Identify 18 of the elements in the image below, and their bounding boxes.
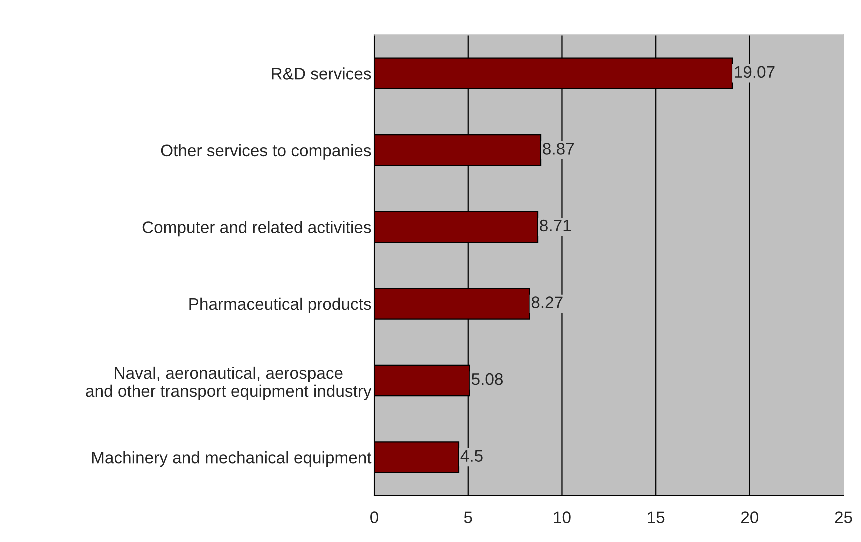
x-tick-label: 10: [554, 512, 571, 524]
x-tick-label: 5: [464, 512, 472, 524]
data-label: 5.08: [472, 373, 503, 386]
x-tick-label: 0: [370, 512, 379, 524]
y-tick-label: Pharmaceutical products: [190, 298, 372, 314]
y-tick-label: Other services to companies: [161, 144, 372, 160]
data-label: 19.07: [735, 66, 775, 78]
x-tick-label: 20: [742, 512, 759, 524]
y-tick-label: R&D services: [272, 68, 372, 80]
y-tick-label: Machinery and mechanical equipment: [92, 452, 372, 468]
x-tick-label: 25: [835, 512, 852, 524]
x-tick-label: 15: [648, 512, 665, 524]
data-label: 8.87: [543, 143, 574, 155]
data-label: 8.27: [532, 296, 563, 308]
data-label: 8.71: [540, 220, 572, 232]
y-tick-label: Computer and related activities: [142, 221, 372, 237]
data-label: 4.5: [460, 450, 483, 462]
y-tick-label: Naval, aeronautical, aerospace and other transport equipment industry: [86, 366, 372, 400]
